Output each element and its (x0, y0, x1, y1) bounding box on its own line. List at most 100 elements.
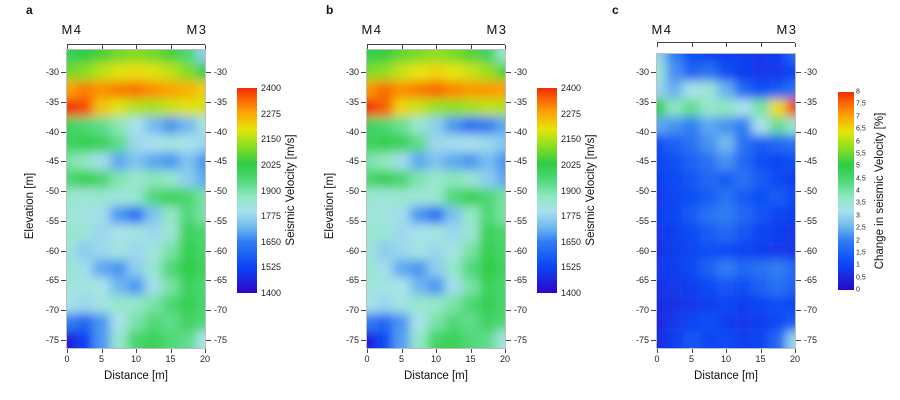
y-tick-label-right: -30 (214, 67, 228, 77)
y-tick-mark-right (506, 280, 511, 282)
x-tick-label: 15 (465, 354, 476, 364)
colorbar-tick-label: 2,5 (856, 224, 866, 232)
y-tick-mark-left (361, 250, 366, 252)
colorbar-tick-label: 2150 (261, 134, 282, 145)
y-tick-label-right: -55 (804, 215, 818, 226)
y-tick-label-left: -30 (45, 67, 59, 77)
x-tick-label: 5 (688, 354, 695, 364)
y-tick-mark-left (651, 220, 656, 222)
x-tick-label: 20 (499, 354, 511, 364)
y-tick-mark-right (506, 101, 511, 103)
y-tick-label-left: -60 (45, 245, 59, 256)
y-tick-label-right: -45 (514, 156, 528, 167)
y-tick-label-left: -60 (345, 245, 359, 256)
y-tick-label-left: -65 (345, 275, 359, 286)
colorbar-tick-label: 2 (856, 237, 860, 244)
y-tick-mark-left (651, 131, 656, 133)
panel-b: b M4 M3 Elevation [m] Distance [m] Seism… (300, 0, 600, 400)
y-tick-label-right: -35 (514, 96, 528, 107)
y-tick-label-right: -55 (214, 215, 228, 226)
y-tick-label-left: -35 (345, 96, 359, 107)
x-tick-mark (795, 349, 796, 353)
borehole-label-m4: M4 (361, 22, 383, 37)
x-tick-mark (657, 349, 658, 353)
x-tick-label: 10 (130, 354, 142, 364)
x-axis-label: Distance [m] (104, 370, 168, 382)
borehole-label-m3: M3 (486, 22, 508, 37)
y-tick-label-right: -75 (804, 335, 818, 345)
y-tick-label-right: -65 (214, 275, 228, 286)
colorbar-tick-label: 1 (856, 261, 860, 269)
y-tick-mark-left (61, 101, 66, 103)
colorbar-label: Seismic Velocity [m/s] (285, 134, 297, 246)
x-tick-mark (136, 349, 137, 353)
colorbar-tick-label: 5,5 (856, 150, 866, 158)
colorbar-tick-label: 3,5 (856, 199, 866, 207)
colorbar (237, 88, 257, 293)
velocity-heatmap-repeat (366, 49, 506, 349)
colorbar (838, 92, 854, 290)
y-tick-mark-left (361, 310, 366, 312)
colorbar-tick-label: 2150 (561, 134, 582, 145)
y-tick-label-right: -60 (804, 245, 818, 256)
y-tick-mark-left (61, 310, 66, 312)
y-tick-mark-right (206, 250, 211, 252)
y-tick-mark-right (206, 310, 211, 312)
top-axis (657, 42, 796, 47)
y-tick-mark-left (651, 101, 656, 103)
x-tick-label: 0 (64, 354, 70, 364)
y-tick-mark-left (61, 72, 66, 73)
x-tick-mark (170, 349, 172, 353)
top-axis (67, 44, 206, 49)
y-tick-mark-right (506, 220, 511, 222)
y-tick-label-left: -35 (635, 96, 649, 107)
y-tick-mark-left (361, 340, 366, 341)
colorbar-tick-label: 1,5 (856, 249, 866, 257)
colorbar-tick-label: 5 (856, 162, 860, 170)
y-tick-label-left: -45 (635, 156, 649, 167)
y-tick-mark-left (361, 131, 366, 133)
y-tick-label-left: -60 (635, 245, 649, 256)
x-tick-mark (367, 349, 368, 353)
y-tick-label-right: -60 (514, 245, 528, 256)
y-tick-mark-left (651, 340, 656, 341)
y-tick-mark-left (61, 220, 66, 222)
y-tick-mark-right (206, 220, 211, 222)
y-tick-label-left: -75 (45, 335, 59, 345)
y-tick-label-left: -40 (635, 126, 649, 137)
y-tick-label-right: -45 (804, 156, 818, 167)
colorbar-tick-label: 2025 (561, 159, 582, 170)
y-tick-label-left: -45 (345, 156, 359, 167)
y-tick-mark-right (796, 220, 801, 222)
panel-a: a M4 M3 Elevation [m] Distance [m] Seism… (0, 0, 300, 400)
y-tick-label-left: -40 (345, 126, 359, 137)
colorbar-tick-label: 1900 (561, 185, 582, 196)
y-tick-label-left: -65 (45, 275, 59, 286)
colorbar-label: Seismic Velocity [m/s] (585, 134, 597, 246)
y-tick-mark-right (206, 280, 211, 282)
y-tick-label-right: -35 (804, 96, 818, 107)
y-tick-mark-right (206, 161, 211, 163)
x-tick-label: 20 (789, 354, 801, 364)
y-tick-label-right: -35 (214, 96, 228, 107)
colorbar-tick-label: 1775 (561, 211, 582, 222)
y-tick-mark-left (361, 101, 366, 103)
y-tick-label-left: -65 (635, 275, 649, 286)
colorbar-tick-label: 6 (856, 138, 860, 145)
y-tick-mark-left (651, 310, 656, 312)
panel-letter-b: b (326, 3, 334, 17)
y-tick-mark-left (651, 191, 656, 193)
y-tick-mark-right (796, 131, 801, 133)
x-tick-mark (760, 349, 762, 353)
y-tick-label-right: -50 (514, 186, 528, 197)
panel-c: c M4 M3 Distance [m] Change in seismic V… (600, 0, 900, 400)
x-tick-label: 10 (720, 354, 732, 364)
x-tick-mark (436, 349, 437, 353)
y-tick-label-right: -75 (214, 335, 228, 345)
borehole-label-m4: M4 (61, 22, 83, 37)
x-axis-label: Distance [m] (404, 370, 468, 382)
y-tick-label-right: -50 (214, 186, 228, 197)
y-tick-mark-right (506, 250, 511, 252)
y-tick-mark-right (506, 340, 511, 341)
